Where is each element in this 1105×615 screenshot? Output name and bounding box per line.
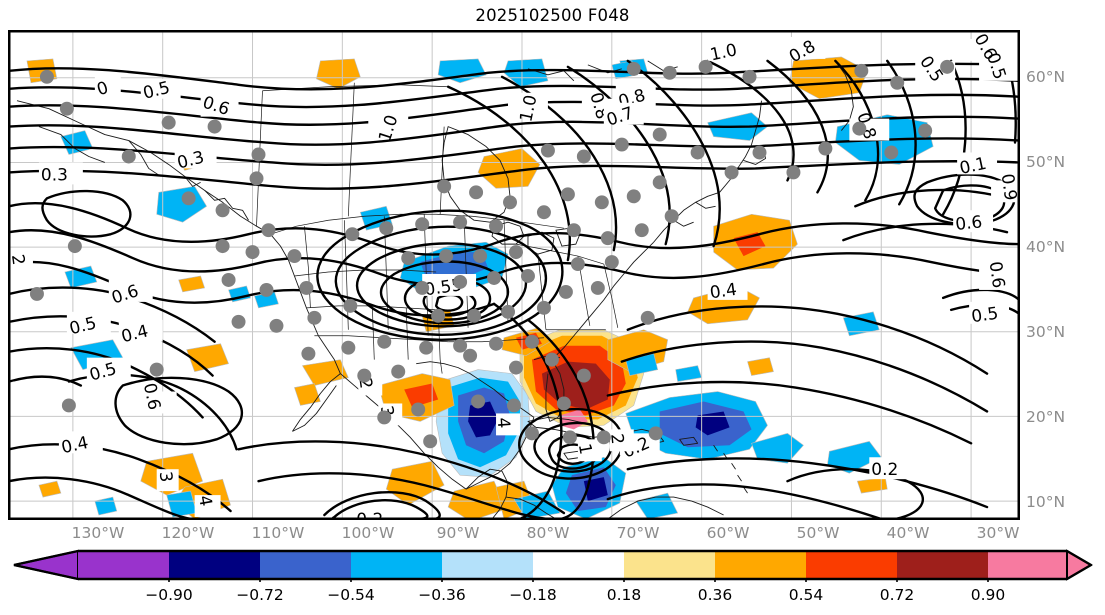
- svg-text:0.4: 0.4: [709, 279, 738, 303]
- colorbar-extend-min: [13, 549, 79, 581]
- svg-text:0.9: 0.9: [998, 172, 1019, 201]
- svg-text:0.6: 0.6: [986, 260, 1010, 289]
- colorbar-band-9: [897, 551, 988, 579]
- xtick-7: 60°W: [706, 524, 750, 542]
- xtick-5: 80°W: [526, 524, 570, 542]
- svg-text:3: 3: [156, 470, 177, 483]
- colorbar-band-10: [988, 551, 1067, 579]
- colorbar-band-0: [78, 551, 169, 579]
- colorbar-band-6: [624, 551, 715, 579]
- svg-text:0.2: 0.2: [871, 459, 898, 479]
- xtick-0: 130°W: [71, 524, 125, 542]
- colorbar-label-4: −0.18: [509, 586, 557, 604]
- colorbar-label-9: 0.90: [970, 586, 1006, 604]
- colorbar-band-8: [806, 551, 897, 579]
- ytick-3: 30°N: [1026, 323, 1066, 341]
- map-axes: 0 0.5 0.6 0.3: [8, 30, 1020, 520]
- xtick-6: 70°W: [616, 524, 660, 542]
- colorbar-label-7: 0.54: [788, 586, 824, 604]
- colorbar-extend-max: [1066, 549, 1093, 581]
- svg-text:0.4: 0.4: [59, 432, 90, 457]
- xtick-2: 110°W: [251, 524, 305, 542]
- svg-text:2: 2: [9, 253, 29, 266]
- svg-text:2: 2: [607, 432, 628, 445]
- ytick-2: 40°N: [1026, 238, 1066, 256]
- colorbar-band-2: [260, 551, 351, 579]
- colorbar-band-3: [351, 551, 442, 579]
- colorbar-label-8: 0.72: [879, 586, 915, 604]
- colorbar-band-1: [169, 551, 260, 579]
- colorbar-label-6: 0.36: [697, 586, 733, 604]
- contour-labels: 0 0.5 0.6 0.3: [9, 31, 1019, 519]
- colorbar-band-7: [715, 551, 806, 579]
- svg-text:1.0: 1.0: [515, 93, 540, 123]
- colorbar-label-1: −0.72: [236, 586, 284, 604]
- ytick-0: 60°N: [1026, 68, 1066, 86]
- colorbar-label-0: −0.90: [145, 586, 193, 604]
- colorbar-swatches: [13, 549, 1093, 582]
- colorbar-band-4: [442, 551, 533, 579]
- xtick-10: 30°W: [976, 524, 1020, 542]
- svg-text:0.3: 0.3: [41, 164, 68, 184]
- ytick-1: 50°N: [1026, 153, 1066, 171]
- svg-text:4: 4: [195, 494, 217, 508]
- ytick-4: 20°N: [1026, 408, 1066, 426]
- colorbar-label-3: −0.36: [418, 586, 466, 604]
- svg-text:0.6: 0.6: [954, 211, 983, 234]
- xtick-8: 50°W: [796, 524, 840, 542]
- map-plot: 0 0.5 0.6 0.3: [9, 31, 1019, 519]
- station-markers: [29, 59, 955, 449]
- xtick-1: 120°W: [161, 524, 215, 542]
- svg-text:0.2: 0.2: [356, 509, 383, 519]
- colorbar-label-5: 0.18: [606, 586, 642, 604]
- svg-text:1: 1: [575, 442, 597, 456]
- figure-title: 2025102500 F048: [475, 6, 630, 25]
- xtick-4: 90°W: [436, 524, 480, 542]
- svg-text:0.5: 0.5: [970, 303, 999, 327]
- ytick-5: 10°N: [1026, 493, 1066, 511]
- colorbar: −0.90 −0.72 −0.54 −0.36 −0.18 0.18 0.36 …: [0, 548, 1105, 615]
- xtick-3: 100°W: [341, 524, 395, 542]
- colorbar-label-2: −0.54: [327, 586, 375, 604]
- svg-text:4: 4: [494, 417, 515, 429]
- colorbar-band-5: [533, 551, 624, 579]
- xtick-9: 40°W: [886, 524, 930, 542]
